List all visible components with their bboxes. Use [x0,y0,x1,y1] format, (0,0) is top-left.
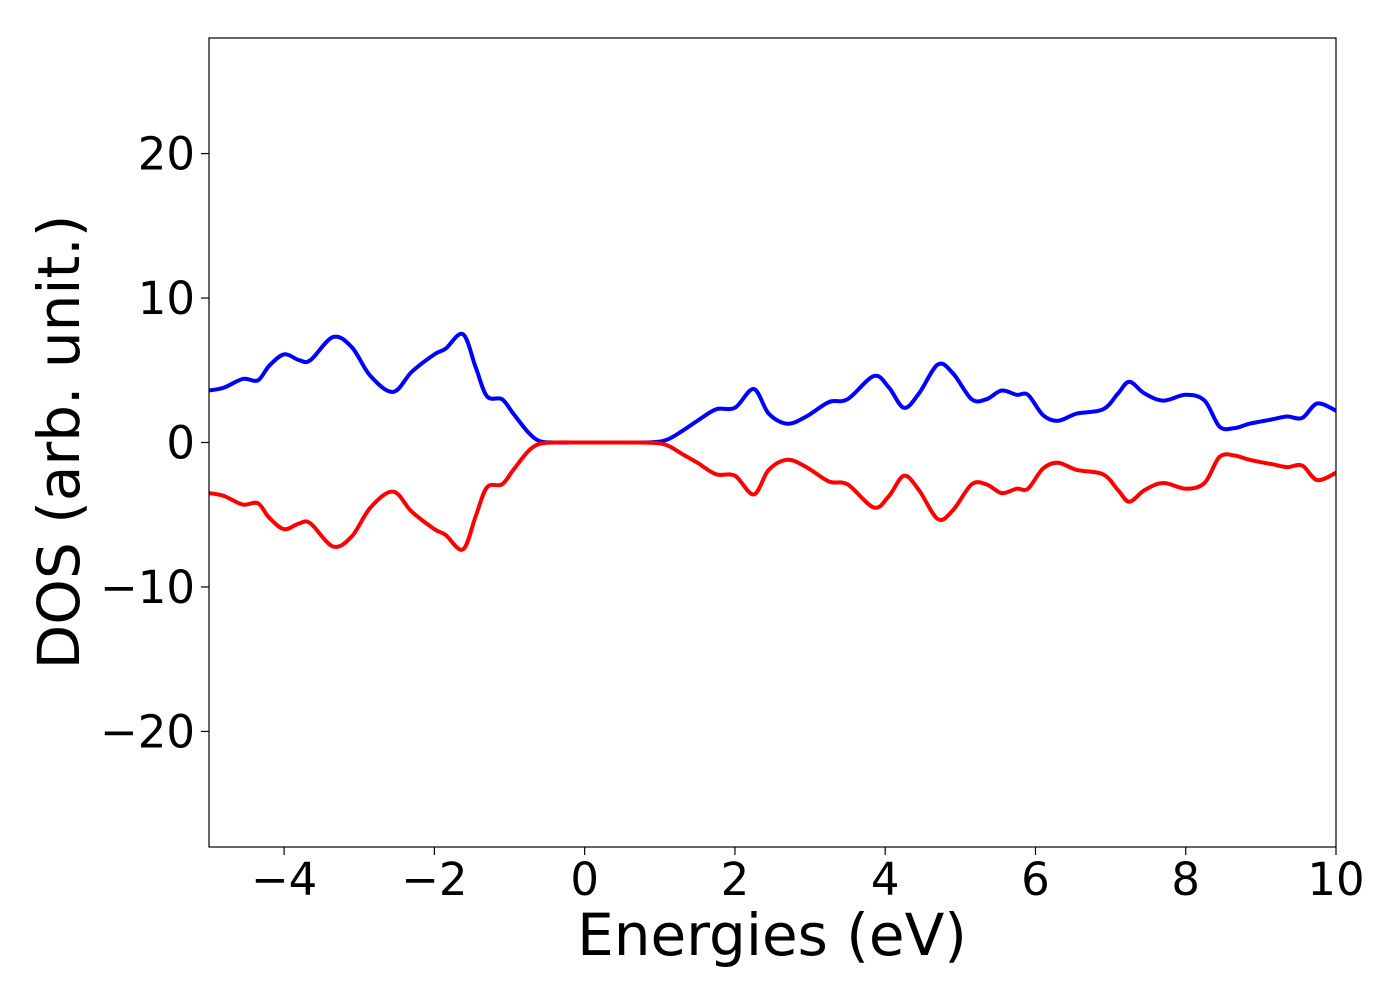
plot-area [209,38,1336,847]
y-axis-title: DOS (arb. unit.) [25,215,93,670]
x-tick-label: 0 [570,853,599,906]
x-tick-label: 4 [871,853,900,906]
y-tick-label: −20 [100,705,195,758]
x-tick-label: 10 [1307,853,1364,906]
x-tick-label: 8 [1171,853,1200,906]
x-axis-title: Energies (eV) [577,901,967,969]
y-axis: −20 −10 0 10 20 [100,128,209,758]
y-tick-label: 20 [138,128,195,181]
y-tick-label: 0 [166,417,195,470]
series-line-spin-down [209,440,1336,552]
series-layer [209,331,1336,552]
y-tick-label: −10 [100,561,195,614]
series-line-spin-up [209,331,1336,445]
x-axis: −4 −2 0 2 4 6 8 10 [251,847,1365,906]
x-tick-label: 2 [721,853,750,906]
x-tick-label: −4 [251,853,317,906]
x-tick-label: 6 [1021,853,1050,906]
y-tick-label: 10 [138,272,195,325]
x-tick-label: −2 [401,853,467,906]
